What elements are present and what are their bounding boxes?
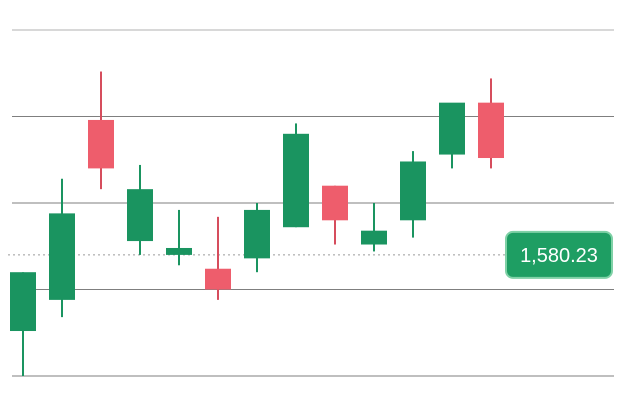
candle-down — [322, 185, 348, 245]
candle-up — [439, 102, 465, 169]
candle-up — [127, 164, 153, 255]
candle-up — [10, 272, 36, 376]
candle-body — [10, 272, 36, 332]
candle-down — [205, 216, 231, 300]
gridlines — [12, 29, 614, 377]
candle-body — [322, 185, 348, 221]
candle-up — [166, 209, 192, 266]
price-label-background — [505, 230, 613, 279]
candles — [10, 71, 504, 376]
candle-up — [244, 203, 270, 273]
candle-body — [478, 102, 504, 159]
candle-up — [400, 151, 426, 238]
candle-body — [88, 119, 114, 169]
candle-body — [283, 133, 309, 228]
candle-body — [166, 247, 192, 255]
candle-body — [49, 213, 75, 300]
candle-up — [283, 123, 309, 228]
candle-down — [88, 71, 114, 190]
candle-up — [49, 178, 75, 318]
candle-body — [439, 102, 465, 155]
candle-body — [244, 209, 270, 259]
candle-down — [478, 78, 504, 169]
candle-body — [205, 268, 231, 290]
candle-up — [361, 203, 387, 252]
candle-body — [400, 161, 426, 221]
candle-body — [361, 230, 387, 245]
price-label-value: 1,580.23 — [520, 245, 598, 267]
candle-body — [127, 189, 153, 242]
price-label[interactable]: 1,580.23 — [505, 230, 613, 279]
